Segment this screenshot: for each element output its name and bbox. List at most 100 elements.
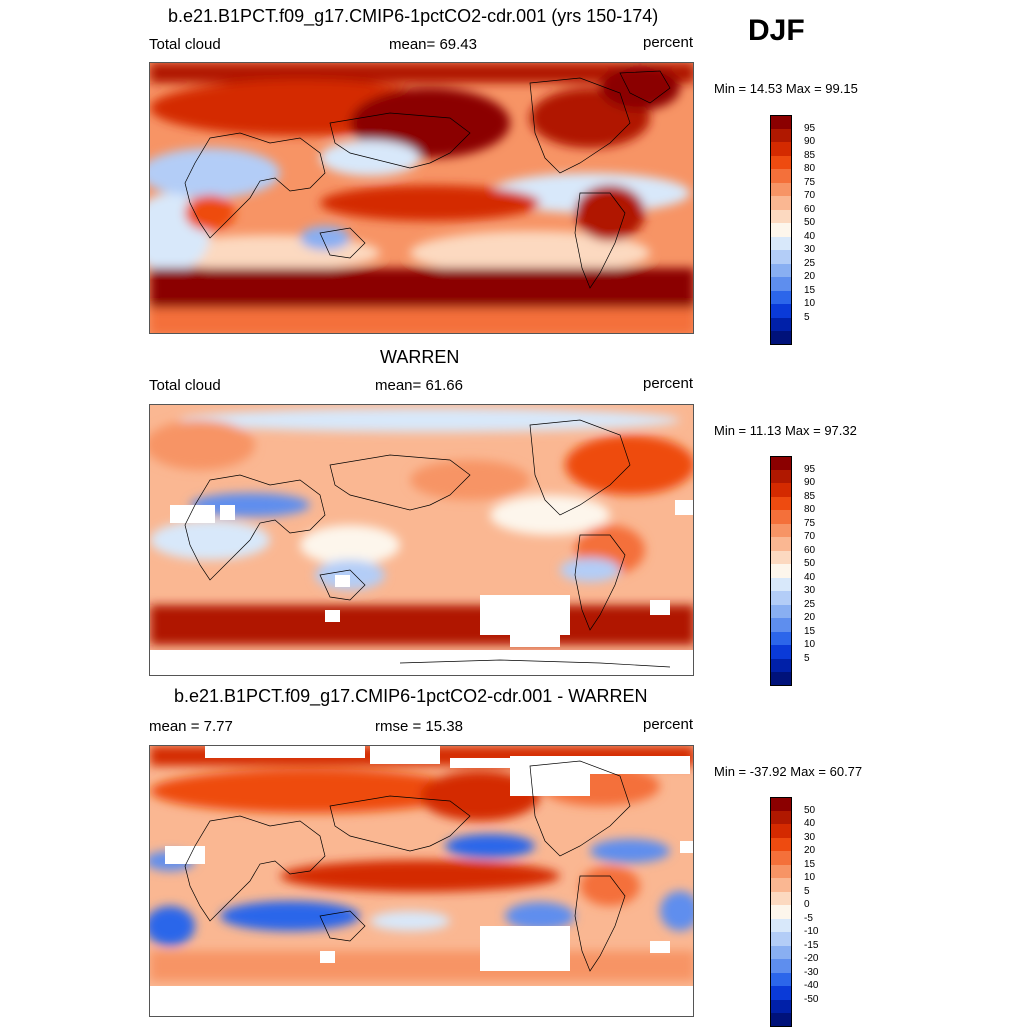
colorbar-tick-label: 10 bbox=[804, 639, 816, 650]
colorbar-swatch bbox=[770, 905, 792, 919]
colorbar-tick-label: 75 bbox=[804, 517, 816, 529]
colorbar-swatch bbox=[770, 223, 792, 237]
colorbar-swatch bbox=[770, 510, 792, 524]
colorbar-swatch bbox=[770, 631, 792, 645]
colorbar-tick-label: 95 bbox=[804, 463, 816, 475]
units-label: percent bbox=[643, 34, 694, 51]
colorbar-swatch bbox=[770, 918, 792, 932]
panel-title: b.e21.B1PCT.f09_g17.CMIP6-1pctCO2-cdr.00… bbox=[168, 6, 659, 26]
colorbar-swatch bbox=[770, 878, 792, 892]
panel-title: b.e21.B1PCT.f09_g17.CMIP6-1pctCO2-cdr.00… bbox=[174, 686, 648, 706]
colorbar-tick-label: 40 bbox=[804, 571, 816, 583]
colorbar-tick-label: 95 bbox=[804, 122, 816, 134]
colorbar-tick-label: -50 bbox=[804, 993, 819, 1005]
variable-label: Total cloud bbox=[149, 377, 221, 394]
colorbar-swatch bbox=[770, 810, 792, 824]
min-max-label: Min = -37.92 Max = 60.77 bbox=[714, 764, 863, 779]
colorbar-swatch bbox=[770, 496, 792, 510]
colorbar-tick-label: 10 bbox=[804, 872, 816, 883]
mean-label: mean= 69.43 bbox=[389, 36, 477, 53]
colorbar-swatch bbox=[770, 550, 792, 564]
colorbar-tick-label: 75 bbox=[804, 176, 816, 188]
map-model-total-cloud bbox=[149, 62, 694, 334]
colorbar-tick-label: -20 bbox=[804, 953, 819, 964]
colorbar-swatch bbox=[770, 456, 792, 470]
colorbar-tick-label: -15 bbox=[804, 939, 819, 951]
units-label: percent bbox=[643, 716, 694, 733]
colorbar-tick-label: -30 bbox=[804, 966, 819, 978]
colorbar-tick-label: -40 bbox=[804, 980, 819, 991]
mean-label: mean = 7.77 bbox=[149, 718, 233, 735]
colorbar-swatch bbox=[770, 155, 792, 169]
min-max-label: Min = 11.13 Max = 97.32 bbox=[714, 423, 857, 438]
colorbar-swatch bbox=[770, 142, 792, 156]
colorbar-tick-label: 20 bbox=[804, 271, 816, 282]
colorbar-swatch bbox=[770, 797, 792, 811]
colorbar-swatch bbox=[770, 618, 792, 632]
colorbar-warren: 95 90 85 80 75 70 60 50 40 30 25 20 15 10 5 bbox=[770, 456, 815, 686]
colorbar-swatch bbox=[770, 250, 792, 264]
colorbar-swatch bbox=[770, 209, 792, 223]
season-label: DJF bbox=[748, 14, 805, 47]
colorbar-swatch bbox=[770, 523, 792, 537]
colorbar-tick-label: 50 bbox=[804, 217, 816, 228]
colorbar-swatch bbox=[770, 658, 792, 672]
colorbar-difference: 50 40 30 20 15 10 5 0 -5 -10 -15 -20 -30 -40 -50 bbox=[770, 797, 818, 1027]
colorbar-tick-label: 20 bbox=[804, 612, 816, 623]
colorbar-swatch bbox=[770, 304, 792, 318]
colorbar-swatch bbox=[770, 591, 792, 605]
colorbar-swatch bbox=[770, 128, 792, 142]
min-max-label: Min = 14.53 Max = 99.15 bbox=[714, 81, 858, 96]
colorbar-tick-label: -10 bbox=[804, 926, 819, 937]
colorbar-swatch bbox=[770, 645, 792, 659]
colorbar-tick-label: 0 bbox=[804, 899, 810, 910]
colorbar-tick-label: 30 bbox=[804, 831, 816, 843]
colorbar-tick-label: 80 bbox=[804, 504, 816, 515]
colorbar-tick-label: 85 bbox=[804, 149, 816, 161]
colorbar-swatch bbox=[770, 169, 792, 183]
colorbar-swatch bbox=[770, 331, 792, 345]
colorbar-swatch bbox=[770, 196, 792, 210]
colorbar-swatch bbox=[770, 290, 792, 304]
panel-title: WARREN bbox=[380, 347, 460, 367]
colorbar-tick-label: 40 bbox=[804, 818, 816, 829]
colorbar-swatch bbox=[770, 891, 792, 905]
colorbar-swatch bbox=[770, 972, 792, 986]
colorbar-swatch bbox=[770, 837, 792, 851]
colorbar-tick-label: 50 bbox=[804, 558, 816, 569]
colorbar-swatch bbox=[770, 263, 792, 277]
colorbar-swatch bbox=[770, 672, 792, 686]
colorbar-swatch bbox=[770, 999, 792, 1013]
colorbar-tick-label: 85 bbox=[804, 490, 816, 502]
colorbar-swatch bbox=[770, 824, 792, 838]
colorbar-swatch bbox=[770, 182, 792, 196]
units-label: percent bbox=[643, 375, 694, 392]
variable-label: Total cloud bbox=[149, 36, 221, 53]
colorbar-swatch bbox=[770, 115, 792, 129]
colorbar-swatch bbox=[770, 277, 792, 291]
colorbar-tick-label: 10 bbox=[804, 298, 816, 309]
colorbar-tick-label: 5 bbox=[804, 311, 810, 323]
colorbar-swatch bbox=[770, 564, 792, 578]
colorbar-tick-label: 40 bbox=[804, 230, 816, 242]
colorbar-swatch bbox=[770, 932, 792, 946]
rmse-label: rmse = 15.38 bbox=[375, 718, 463, 735]
colorbar-swatch bbox=[770, 483, 792, 497]
mean-label: mean= 61.66 bbox=[375, 377, 463, 394]
colorbar-tick-label: 60 bbox=[804, 203, 816, 215]
colorbar-tick-label: 50 bbox=[804, 804, 816, 816]
colorbar-tick-label: 5 bbox=[804, 885, 810, 897]
colorbar-swatch bbox=[770, 959, 792, 973]
colorbar-swatch bbox=[770, 317, 792, 331]
colorbar-swatch bbox=[770, 604, 792, 618]
colorbar-tick-label: 90 bbox=[804, 136, 816, 147]
colorbar-tick-label: 15 bbox=[804, 625, 816, 637]
map-warren-total-cloud bbox=[149, 404, 694, 676]
colorbar-tick-label: 60 bbox=[804, 544, 816, 556]
colorbar-tick-label: 70 bbox=[804, 190, 816, 201]
colorbar-swatch bbox=[770, 236, 792, 250]
map-difference bbox=[149, 745, 694, 1017]
colorbar-tick-label: 30 bbox=[804, 585, 816, 596]
colorbar-swatch bbox=[770, 577, 792, 591]
colorbar-tick-label: 70 bbox=[804, 531, 816, 542]
